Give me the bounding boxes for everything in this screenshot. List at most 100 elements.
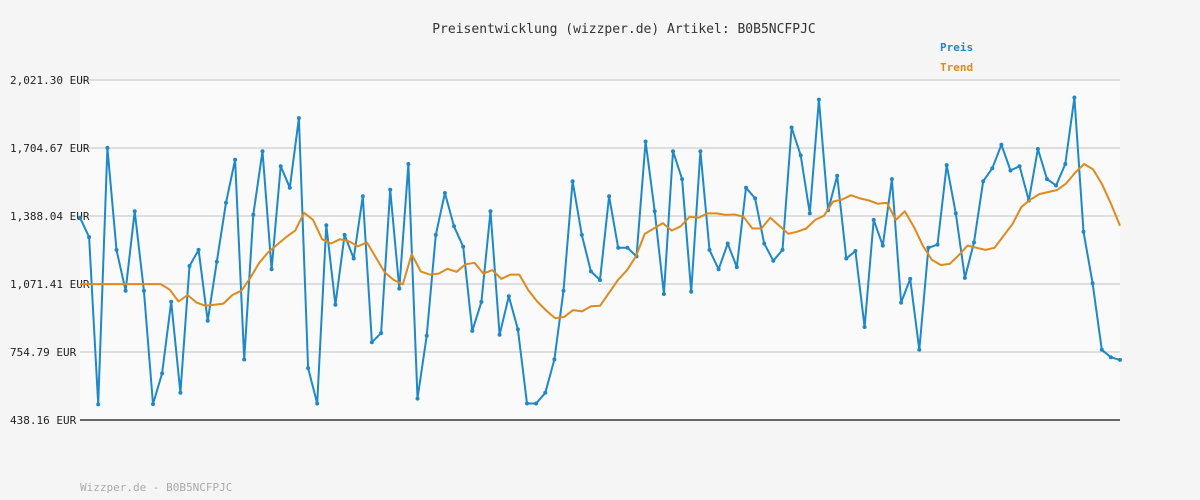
preis-point [771,258,776,263]
preis-point [78,215,82,220]
preis-point [643,139,648,144]
preis-point [552,357,557,362]
preis-point [871,217,876,222]
preis-point [999,142,1004,147]
preis-point [789,125,794,130]
preis-point [123,288,128,293]
preis-point [570,179,575,184]
y-tick-label: 438.16 EUR [10,414,77,427]
preis-point [406,162,411,166]
preis-point [680,177,685,182]
preis-point [351,256,356,261]
preis-point [296,116,301,121]
preis-point [853,249,858,253]
y-tick-label: 1,388.04 EUR [10,210,90,223]
chart-title: Preisentwicklung (wizzper.de) Artikel: B… [432,22,816,37]
preis-point [762,241,767,246]
preis-point [360,194,365,199]
preis-point [652,209,657,214]
preis-point [306,366,311,371]
preis-point [725,241,730,246]
preis-point [908,276,913,281]
preis-point [935,242,940,247]
preis-point [515,327,520,332]
footer-text: Wizzper.de - B0B5NCFPJC [80,481,232,494]
preis-point [899,300,904,305]
preis-point [132,209,137,214]
preis-point [433,232,438,237]
preis-point [488,209,493,214]
preis-point [981,179,986,184]
preis-point [889,177,894,182]
preis-point [506,294,511,299]
trend-line [80,163,1121,320]
preis-point [114,247,119,252]
preis-point [588,269,593,274]
preis-point [287,185,292,190]
legend-trend: Trend [940,61,973,74]
preis-point [598,278,602,282]
preis-point [87,235,92,240]
legend-preis: Preis [940,41,973,54]
preis-point [798,153,803,158]
preis-point [397,286,402,291]
preis-point [442,191,447,195]
y-axis-labels: 2,021.30 EUR 1,704.67 EUR 1,388.04 EUR 1,07… [10,74,90,427]
series-group [78,95,1122,407]
preis-point [187,264,192,268]
preis-point [753,196,758,201]
preis-point [497,332,502,337]
preis-point [278,164,283,169]
preis-point [315,401,320,406]
preis-point [1054,183,1059,188]
preis-point [369,340,374,345]
preis-point [233,157,238,162]
preis-point [1099,347,1104,352]
preis-point [415,396,420,401]
preis-point [698,149,703,154]
preis-point [388,187,393,192]
preis-point [479,299,484,304]
preis-point [616,245,621,250]
preis-point [835,173,840,178]
preis-point [880,243,885,248]
preis-point [862,325,867,329]
preis-point [561,288,566,293]
preis-point [1108,355,1113,360]
preis-point [178,390,183,395]
preis-point [1017,164,1022,169]
y-tick-label: 1,071.41 EUR [10,278,90,291]
preis-point [807,211,812,216]
preis-point [96,402,101,407]
preis-point [543,390,548,395]
preis-point [607,194,612,199]
preis-point [689,289,694,294]
y-tick-label: 754.79 EUR [10,346,77,359]
preis-point [251,212,256,217]
preis-point [269,267,274,272]
preis-point [990,166,995,171]
preis-point [242,357,247,362]
preis-point [953,211,958,216]
preis-point [333,302,338,307]
preis-point [224,200,228,205]
preis-point [470,328,475,333]
y-tick-label: 2,021.30 EUR [10,74,90,87]
preis-point [1090,281,1095,286]
preis-point [105,145,110,150]
preis-point [525,401,529,406]
preis-point [196,247,201,252]
preis-point [625,245,630,250]
preis-point [744,185,748,190]
preis-point [734,265,739,270]
preis-point [1008,168,1013,173]
preis-point [962,275,967,280]
preis-point [424,333,429,338]
preis-point [214,259,219,264]
preis-point [1072,95,1077,100]
preis-point [844,256,849,261]
preis-point [707,247,712,252]
preis-point [671,149,675,154]
preis-point [151,402,155,407]
